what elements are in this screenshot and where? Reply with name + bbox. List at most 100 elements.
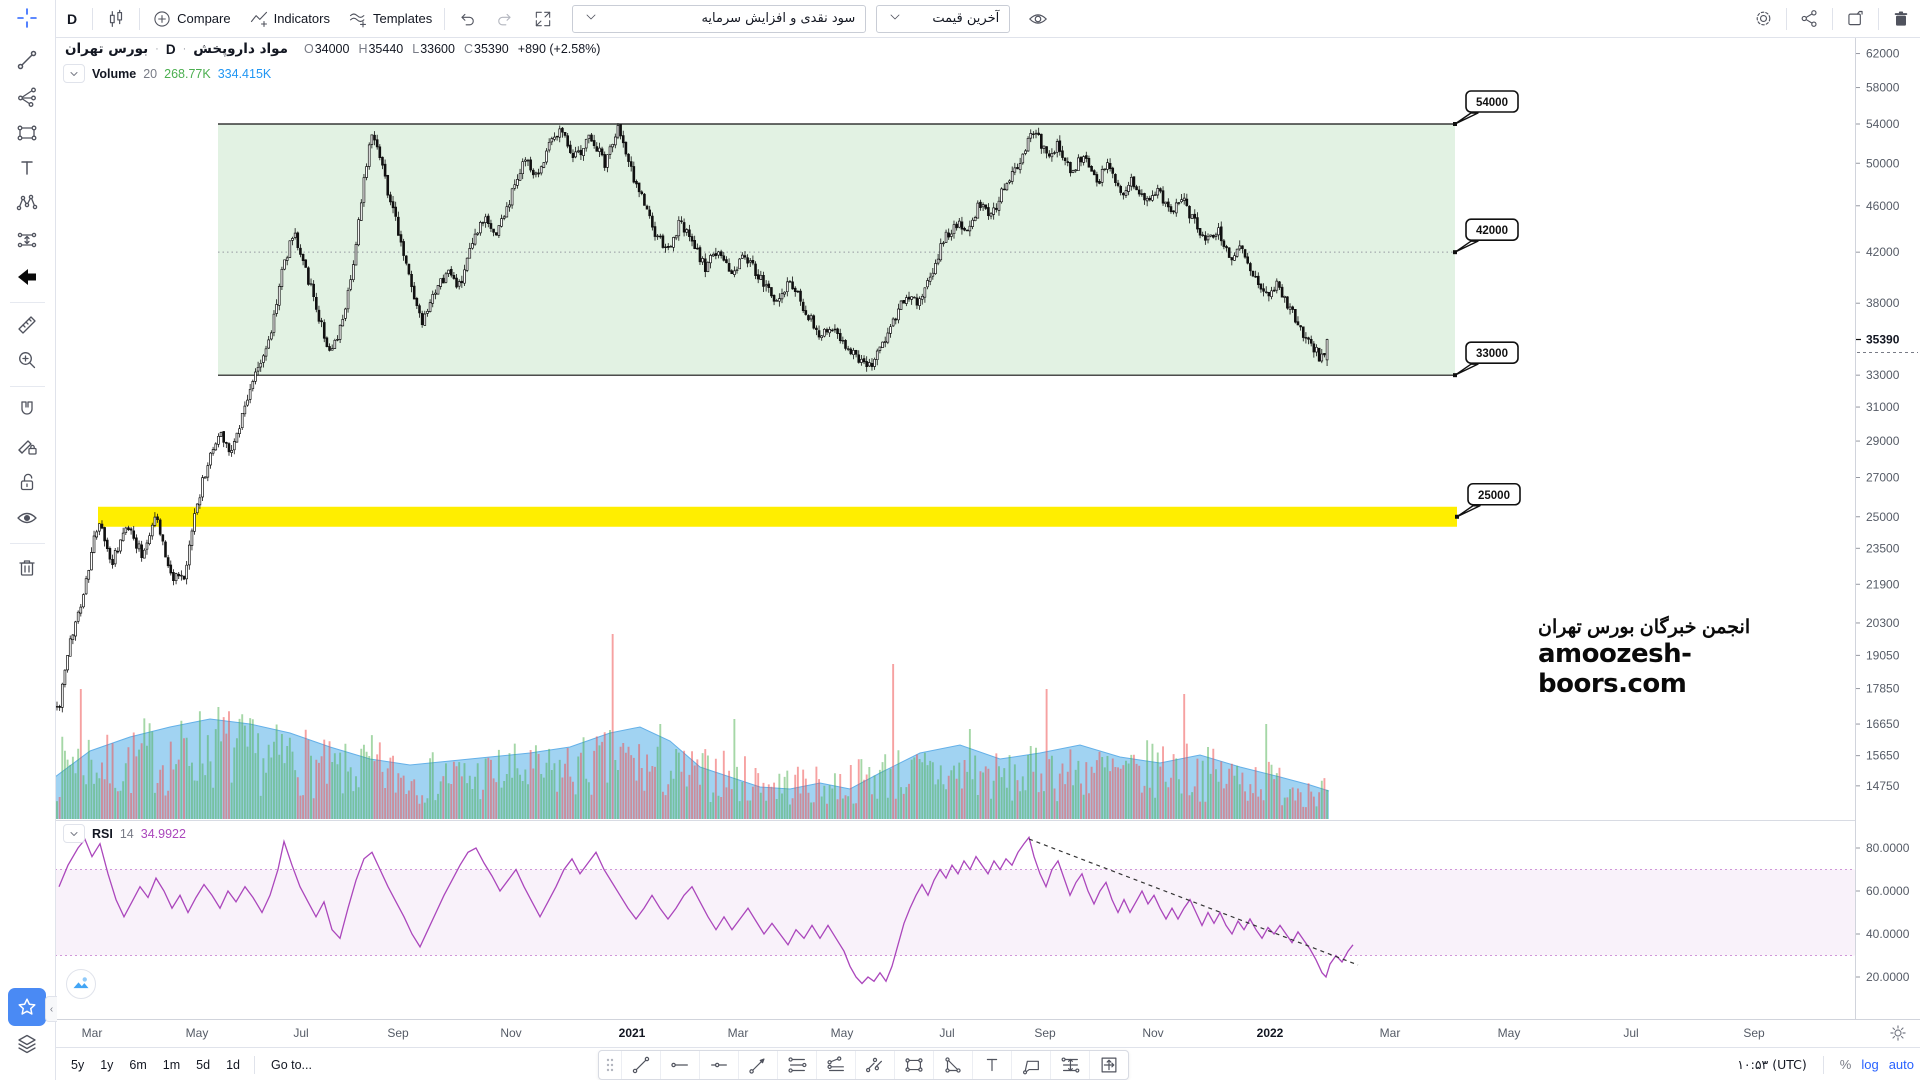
rsi-trendline[interactable] — [1028, 838, 1359, 966]
fib-retracement-icon[interactable] — [777, 1051, 816, 1079]
pitchfork-tool-icon[interactable] — [13, 83, 41, 111]
templates-button[interactable]: Templates — [339, 5, 441, 33]
projection-box-icon[interactable] — [1089, 1051, 1128, 1079]
chart-style-button[interactable] — [96, 5, 136, 33]
delete-trash-button[interactable] — [1882, 5, 1920, 33]
yellow-demand-band[interactable] — [98, 506, 1457, 527]
time-label-month[interactable]: Sep — [387, 1026, 409, 1040]
svg-text:50000: 50000 — [1866, 156, 1900, 170]
interval-button[interactable]: D — [67, 10, 78, 27]
arrow-line-icon[interactable] — [738, 1051, 777, 1079]
rectangle-icon[interactable] — [894, 1051, 933, 1079]
time-label-month[interactable]: Nov — [1142, 1026, 1164, 1040]
time-label-month[interactable]: Sep — [1743, 1026, 1765, 1040]
collapse-panel-button[interactable]: ‹ — [45, 996, 57, 1022]
watermark: انجمن خبرگان بورس تهران amoozesh-boors.c… — [1538, 616, 1798, 699]
watch-eye-button[interactable] — [1018, 5, 1058, 33]
crosshair-icon[interactable] — [13, 4, 41, 32]
rsi-collapse-button[interactable] — [63, 824, 85, 843]
drawing-mode-lock-icon[interactable] — [13, 432, 41, 460]
arrow-marker-tool-icon[interactable] — [13, 263, 41, 291]
compare-button[interactable]: Compare — [143, 5, 239, 33]
time-axis-settings-icon[interactable] — [1888, 1023, 1908, 1048]
time-label-month[interactable]: Jul — [939, 1026, 955, 1040]
parallel-channel-icon[interactable] — [855, 1051, 894, 1079]
volume-collapse-button[interactable] — [63, 64, 85, 83]
triangle-icon[interactable] — [933, 1051, 972, 1079]
time-label-month[interactable]: Jul — [1623, 1026, 1639, 1040]
favorites-toolbar-button[interactable] — [8, 988, 46, 1026]
rsi-pane[interactable] — [55, 835, 1855, 985]
range-6m-button[interactable]: 6m — [129, 1057, 147, 1072]
time-label-month[interactable]: May — [830, 1026, 854, 1040]
lock-all-icon[interactable] — [13, 468, 41, 496]
time-label-month[interactable]: Sep — [1034, 1026, 1056, 1040]
xabcd-pattern-tool-icon[interactable] — [13, 189, 41, 217]
magnet-icon[interactable] — [13, 396, 41, 424]
indicators-button[interactable]: Indicators — [240, 5, 339, 33]
time-axis[interactable]: Mar May Jul Sep Nov 2021 Mar May Jul Sep Nov 2022 Ma… — [55, 1019, 1920, 1048]
chart-area[interactable]: 54000 42000 33000 25000 62000 58000 54000 50000… — [55, 37, 1920, 1047]
snapshot-button[interactable] — [1836, 5, 1875, 33]
text-tool-icon[interactable] — [13, 154, 41, 182]
trend-line-icon[interactable] — [621, 1051, 660, 1079]
price-callouts[interactable]: 54000 42000 33000 25000 — [1453, 90, 1521, 519]
goto-date-button[interactable]: Go to... — [270, 1057, 312, 1072]
horizontal-line-icon[interactable] — [660, 1051, 699, 1079]
exchange-name: بورس تهران — [65, 41, 149, 57]
time-label-month[interactable]: Mar — [1379, 1026, 1401, 1040]
time-label-year[interactable]: 2022 — [1256, 1026, 1284, 1040]
symbol-legend: بورس تهران · D · مواد داروپخش O34000 H35… — [65, 41, 601, 57]
undo-button[interactable] — [448, 5, 486, 33]
svg-text:21900: 21900 — [1866, 577, 1900, 591]
projection-tool-icon[interactable] — [13, 226, 41, 254]
log-scale-button[interactable]: log — [1861, 1057, 1879, 1072]
time-label-month[interactable]: May — [1497, 1026, 1521, 1040]
range-1d-button[interactable]: 1d — [226, 1057, 240, 1072]
remove-drawings-trash-icon[interactable] — [13, 553, 41, 581]
toolbar-divider — [1878, 7, 1879, 30]
rsi-axis[interactable]: 80.0000 60.0000 40.0000 20.0000 — [1856, 841, 1910, 984]
svg-text:40.0000: 40.0000 — [1866, 927, 1910, 941]
sidebar-divider — [10, 543, 45, 544]
auto-scale-button[interactable]: auto — [1888, 1057, 1914, 1072]
trend-based-fib-icon[interactable] — [816, 1051, 855, 1079]
adjustment-dropdown[interactable]: سود نقدی و افزایش سرمایه — [572, 4, 867, 33]
rectangle-tool-icon[interactable] — [13, 119, 41, 147]
time-label-month[interactable]: Jul — [293, 1026, 309, 1040]
date-price-range-icon[interactable] — [1050, 1051, 1089, 1079]
high-value: 35440 — [368, 42, 404, 56]
trend-line-tool-icon[interactable] — [13, 46, 41, 74]
time-label-month[interactable]: May — [185, 1026, 209, 1040]
fullscreen-button[interactable] — [524, 5, 562, 33]
clock-utc[interactable]: ۱۰:۵۳ (UTC) — [1737, 1057, 1807, 1072]
range-5d-button[interactable]: 5d — [196, 1057, 211, 1072]
zoom-in-icon[interactable] — [13, 346, 41, 374]
horizontal-ray-icon[interactable] — [699, 1051, 738, 1079]
price-mode-dropdown[interactable]: آخرین قیمت — [876, 4, 1011, 33]
time-label-year[interactable]: 2021 — [618, 1026, 646, 1040]
hide-drawings-eye-icon[interactable] — [13, 504, 41, 532]
redo-button[interactable] — [486, 5, 524, 33]
time-label-month[interactable]: Mar — [727, 1026, 749, 1040]
text-icon[interactable] — [972, 1051, 1011, 1079]
indicator-logo[interactable] — [66, 969, 96, 999]
time-label-month[interactable]: Mar — [81, 1026, 103, 1040]
object-tree-icon[interactable] — [13, 1030, 41, 1058]
chart-canvas[interactable]: 54000 42000 33000 25000 62000 58000 54000 50000… — [55, 37, 1920, 1047]
toolbar-divider — [253, 1055, 255, 1074]
range-1y-button[interactable]: 1y — [100, 1057, 114, 1072]
palette-drag-handle[interactable] — [599, 1051, 621, 1079]
percent-scale-button[interactable]: % — [1839, 1057, 1852, 1072]
svg-text:31000: 31000 — [1866, 400, 1900, 414]
range-5y-button[interactable]: 5y — [71, 1057, 85, 1072]
time-label-month[interactable]: Nov — [500, 1026, 522, 1040]
ruler-measure-icon[interactable] — [13, 311, 41, 339]
range-1m-button[interactable]: 1m — [162, 1057, 181, 1072]
toolbar-divider — [444, 7, 446, 30]
price-axis[interactable]: 62000 58000 54000 50000 46000 42000 38000 33000… — [1855, 37, 1920, 1019]
share-button[interactable] — [1790, 5, 1829, 33]
toolbar-divider — [1832, 7, 1833, 30]
callout-icon[interactable] — [1011, 1051, 1050, 1079]
settings-gear-button[interactable] — [1744, 5, 1783, 33]
